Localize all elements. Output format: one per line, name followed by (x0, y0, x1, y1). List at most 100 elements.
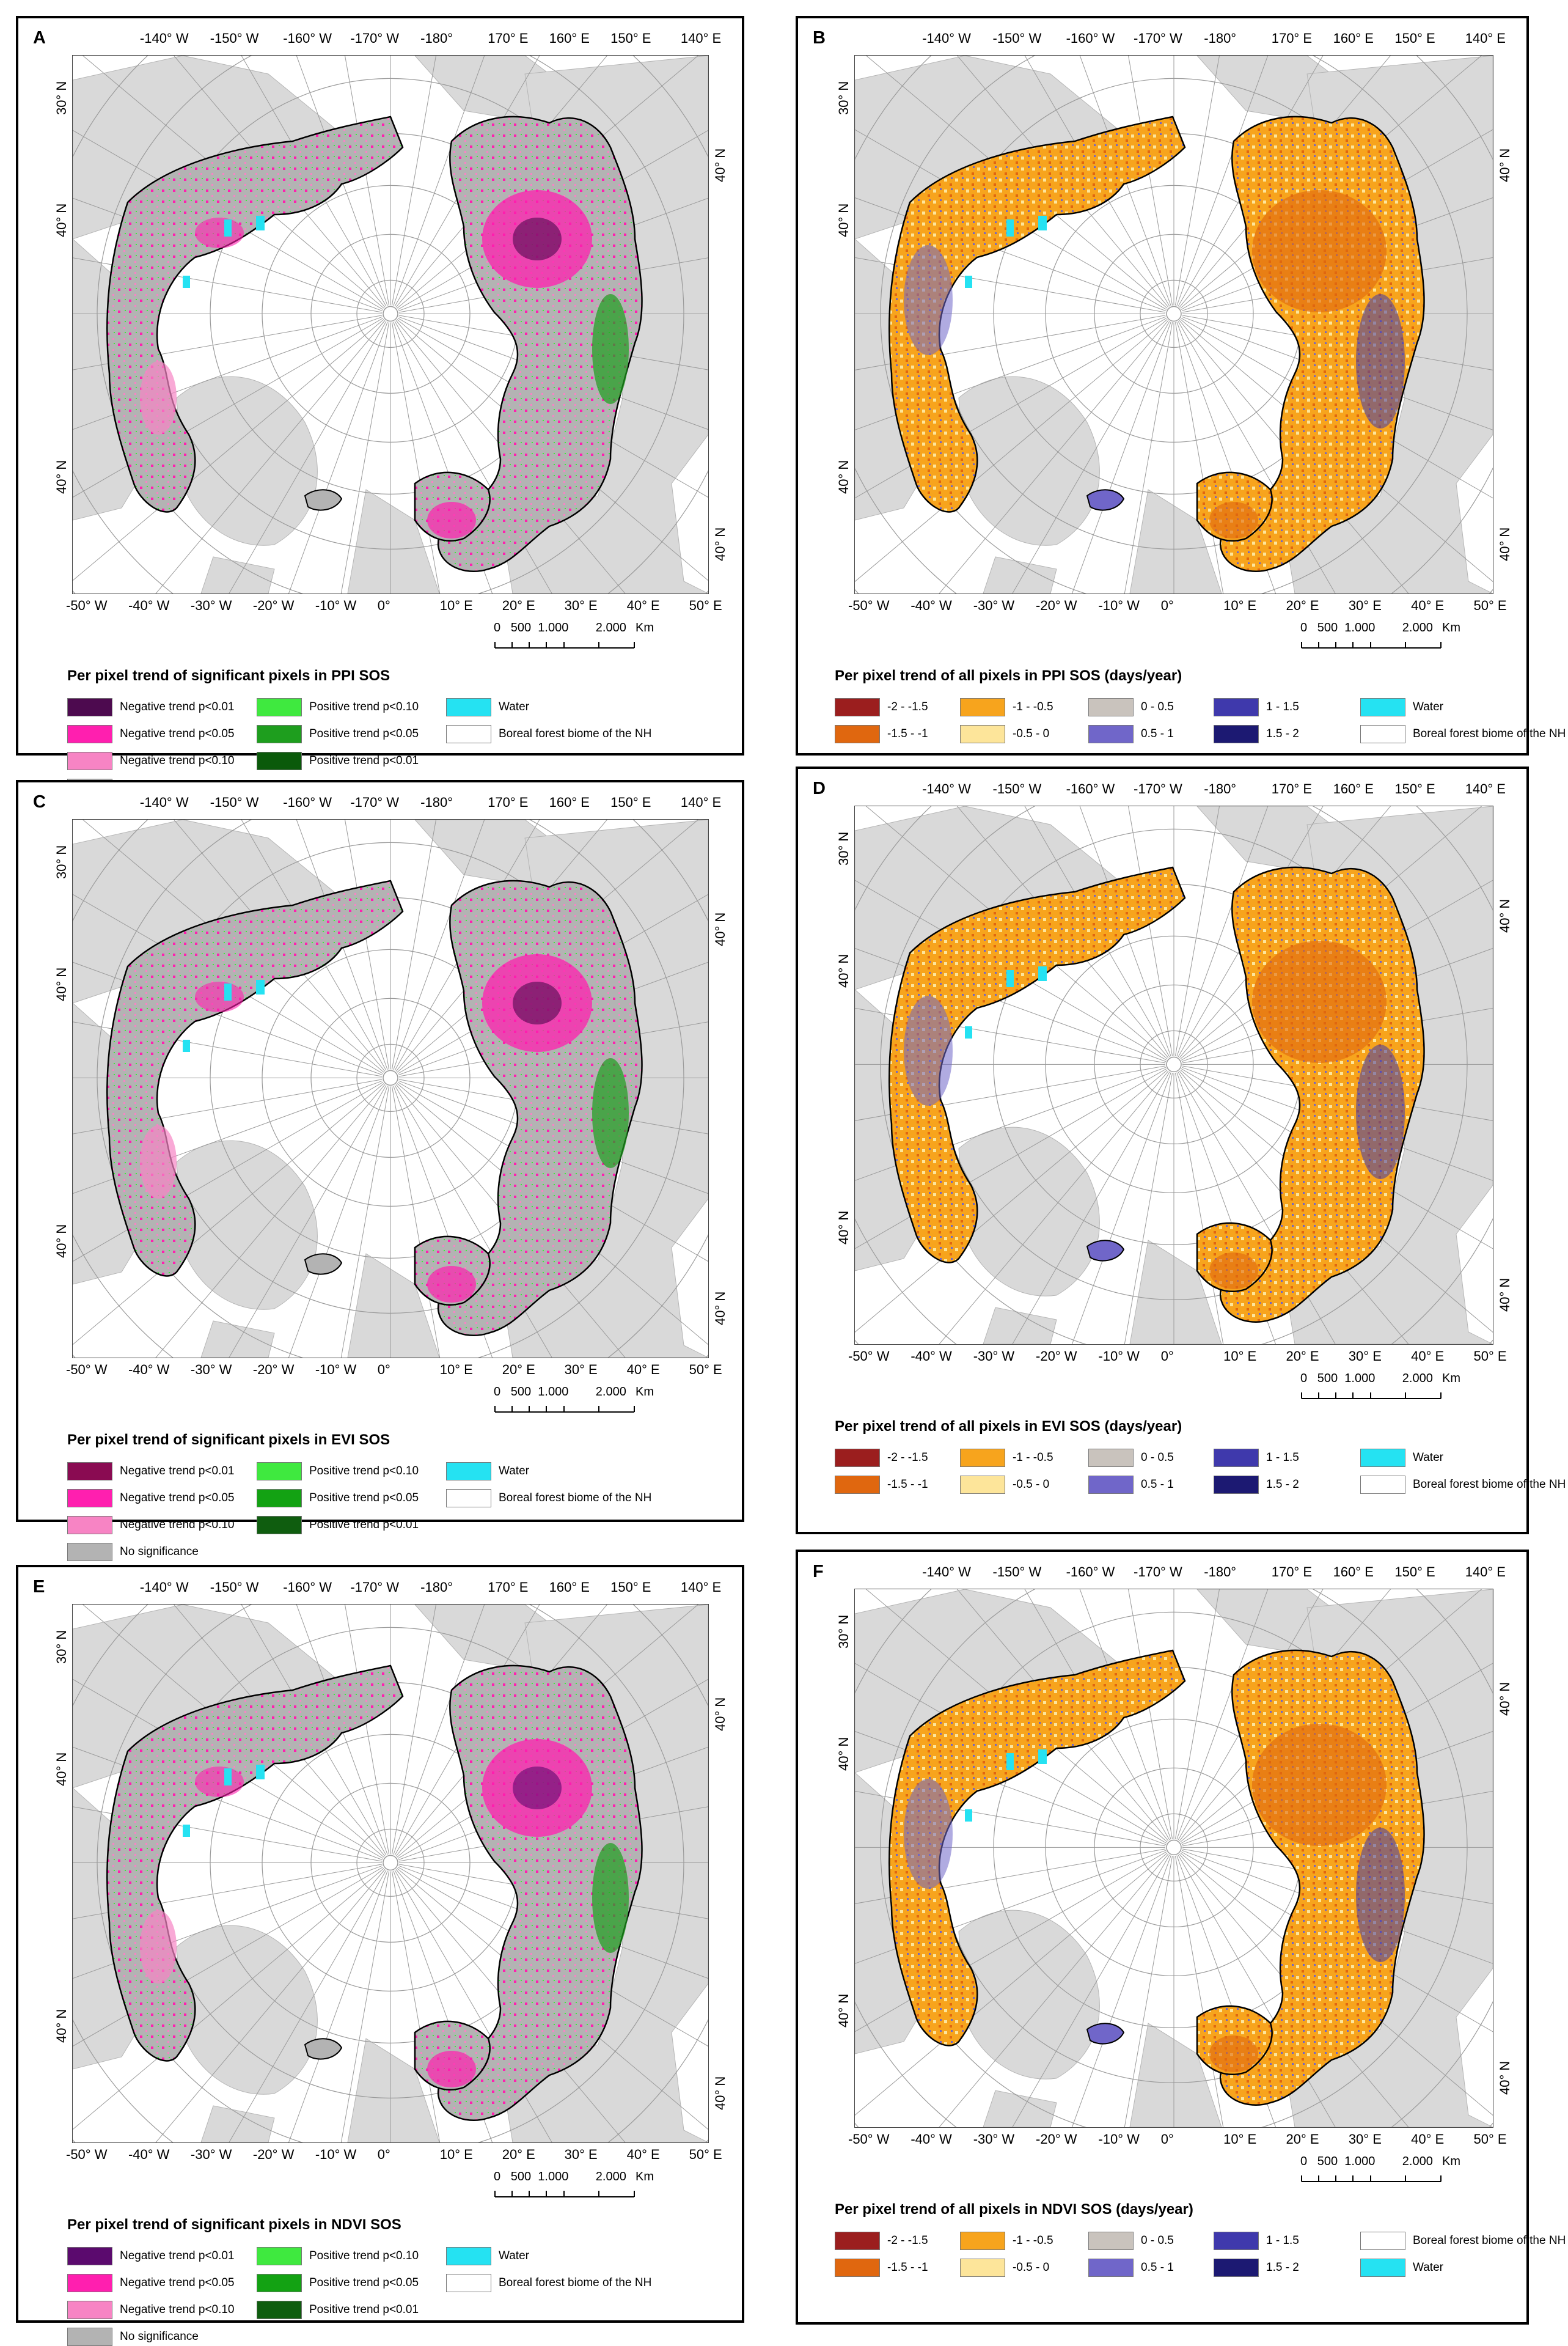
lon-label-bottom: 0° (1160, 1348, 1174, 1364)
legend-swatch (960, 2259, 1005, 2277)
panel-letter: C (33, 792, 46, 812)
legend-item: Water (446, 2247, 529, 2265)
legend-swatch (257, 698, 302, 716)
legend-item: 0 - 0.5 (1088, 2232, 1174, 2250)
lat-label: 40° N (713, 912, 728, 946)
lat-label: 30° N (54, 81, 69, 115)
legend-item: Positive trend p<0.10 (257, 698, 419, 716)
lon-label-top: 140° E (680, 31, 722, 46)
legend-swatch (67, 1516, 112, 1534)
legend-item: Boreal forest biome of the NH (446, 725, 651, 743)
legend-item: Water (1360, 2259, 1443, 2277)
legend-label: Positive trend p<0.05 (309, 1491, 419, 1504)
polar-map (854, 55, 1493, 594)
legend-swatch (1360, 2259, 1405, 2277)
legend-item: Positive trend p<0.01 (257, 2301, 419, 2319)
scale-bar: 0 500 1.000 2.000 Km (1300, 2155, 1484, 2191)
legend-label: Negative trend p<0.01 (120, 700, 235, 713)
lat-label: 40° N (1497, 1682, 1512, 1716)
legend-item: 1.5 - 2 (1214, 725, 1299, 743)
legend-swatch (960, 1449, 1005, 1467)
panel-letter: B (813, 28, 826, 48)
lon-label-top: 170° E (488, 31, 529, 46)
lon-label-bottom: 40° E (1411, 2131, 1445, 2147)
lon-label-top: -170° W (350, 795, 400, 810)
legend-title: Per pixel trend of all pixels in PPI SOS… (835, 667, 1182, 684)
lon-label-top: -150° W (210, 795, 259, 810)
scale-bar-ticks: 0 500 1.000 2.000 (1300, 1372, 1433, 1385)
lat-label: 40° N (54, 2009, 69, 2043)
scale-bar-graphic (494, 642, 635, 649)
scale-bar: 0 500 1.000 2.000 Km (1300, 1372, 1484, 1408)
legend-item: Negative trend p<0.01 (67, 698, 235, 716)
scale-bar-graphic (1301, 642, 1442, 649)
lon-label-bottom: -30° W (190, 1362, 232, 1377)
lon-label-top: -160° W (283, 795, 332, 810)
legend-item: -1.5 - -1 (835, 725, 928, 743)
lat-label: 30° N (836, 1614, 851, 1649)
legend-label: Boreal forest biome of the NH (1413, 727, 1566, 740)
lon-label-bottom: -40° W (128, 2147, 170, 2162)
legend-item: Water (1360, 1449, 1443, 1467)
legend-item: -2 - -1.5 (835, 698, 928, 716)
legend-item: Negative trend p<0.01 (67, 2247, 235, 2265)
legend-item: Positive trend p<0.05 (257, 2274, 419, 2292)
lon-label-bottom: 0° (377, 2147, 390, 2162)
lon-label-top: 140° E (1465, 781, 1506, 796)
lon-label-bottom: 10° E (1223, 598, 1257, 613)
lon-label-bottom: -50° W (66, 598, 108, 613)
legend-item: 1.5 - 2 (1214, 2259, 1299, 2277)
scale-bar-unit: Km (1442, 2155, 1460, 2168)
legend-swatch (67, 1489, 112, 1507)
scale-bar-ticks: 0 500 1.000 2.000 (494, 1385, 626, 1399)
lon-label-bottom: 30° E (1348, 598, 1382, 613)
panel-d: D -140° W -150° W -160° W -170° W -180° 170° E… (796, 767, 1566, 1534)
legend-swatch (1360, 2232, 1405, 2250)
lon-label-bottom: 0° (1160, 2131, 1174, 2147)
legend-label: 1 - 1.5 (1266, 2234, 1299, 2247)
lon-label-bottom: 30° E (564, 1362, 598, 1377)
lon-label-top: -140° W (139, 795, 189, 810)
legend-swatch (1214, 698, 1259, 716)
legend-label: -0.5 - 0 (1013, 1478, 1050, 1491)
polar-map (72, 1604, 709, 2143)
lon-label-bottom: -20° W (252, 1362, 295, 1377)
legend-label: Positive trend p<0.10 (309, 1465, 419, 1477)
panel-e: E -140° W -150° W -160° W -170° W -180° 170° E… (16, 1565, 744, 2346)
polar-map (854, 1589, 1493, 2128)
scale-bar: 0 500 1.000 2.000 Km (494, 1385, 677, 1422)
legend-label: Water (499, 2249, 529, 2262)
lon-label-bottom: 30° E (1348, 1348, 1382, 1364)
legend-label: -1 - -0.5 (1013, 1451, 1053, 1464)
legend-swatch (1214, 2259, 1259, 2277)
legend-item: -2 - -1.5 (835, 2232, 928, 2250)
legend-item: -2 - -1.5 (835, 1449, 928, 1467)
legend-label: -2 - -1.5 (887, 2234, 928, 2247)
legend-swatch (446, 2247, 491, 2265)
legend-swatch (257, 2301, 302, 2319)
scale-bar-graphic (494, 1406, 635, 1413)
legend-label: -1.5 - -1 (887, 2261, 928, 2274)
legend-item: Boreal forest biome of the NH (1360, 725, 1566, 743)
legend-swatch (67, 698, 112, 716)
legend-label: -1 - -0.5 (1013, 2234, 1053, 2247)
lon-label-bottom: -20° W (1036, 1348, 1077, 1364)
lon-label-top: 170° E (1271, 1564, 1313, 1579)
lon-label-bottom: -30° W (973, 598, 1015, 613)
legend-item: Positive trend p<0.10 (257, 1462, 419, 1480)
scale-bar-ticks: 0 500 1.000 2.000 (1300, 621, 1433, 634)
legend-label: -0.5 - 0 (1013, 727, 1050, 740)
legend-swatch (257, 1462, 302, 1480)
legend-label: -1 - -0.5 (1013, 700, 1053, 713)
legend-label: 0 - 0.5 (1141, 700, 1174, 713)
legend-item: Water (446, 698, 529, 716)
legend-label: Boreal forest biome of the NH (1413, 2234, 1566, 2247)
lon-label-bottom: 10° E (439, 2147, 473, 2162)
lon-label-top: 150° E (1394, 1564, 1435, 1579)
lon-label-bottom: 30° E (1348, 2131, 1382, 2147)
lon-label-bottom: 30° E (564, 2147, 598, 2162)
legend-swatch (446, 725, 491, 743)
legend-swatch (257, 2247, 302, 2265)
legend-label: -1.5 - -1 (887, 1478, 928, 1491)
legend-item: Negative trend p<0.05 (67, 2274, 235, 2292)
